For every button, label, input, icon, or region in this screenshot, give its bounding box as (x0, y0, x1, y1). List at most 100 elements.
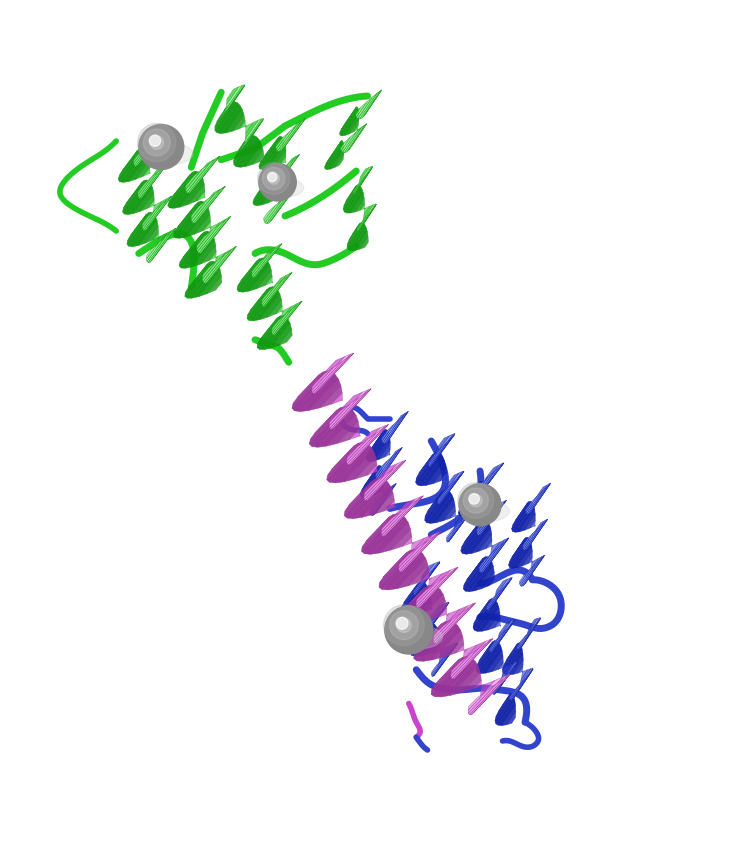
Polygon shape (388, 496, 423, 533)
Polygon shape (527, 556, 544, 580)
Polygon shape (513, 502, 529, 525)
Polygon shape (424, 490, 450, 522)
Polygon shape (376, 484, 396, 513)
Polygon shape (260, 136, 279, 163)
Polygon shape (435, 659, 459, 685)
Polygon shape (522, 551, 532, 566)
Polygon shape (416, 561, 440, 595)
Polygon shape (320, 385, 342, 408)
Circle shape (397, 618, 411, 632)
Polygon shape (254, 173, 274, 199)
Polygon shape (424, 567, 456, 601)
Polygon shape (397, 585, 433, 623)
Polygon shape (415, 563, 440, 596)
Polygon shape (275, 138, 282, 147)
Polygon shape (312, 407, 352, 447)
Polygon shape (286, 118, 304, 144)
Polygon shape (374, 484, 396, 515)
Polygon shape (452, 640, 491, 679)
Polygon shape (437, 480, 456, 504)
Polygon shape (206, 246, 237, 283)
Ellipse shape (143, 142, 193, 165)
Polygon shape (435, 604, 474, 643)
Polygon shape (271, 320, 278, 328)
Polygon shape (478, 676, 503, 703)
Polygon shape (194, 215, 211, 234)
Polygon shape (148, 196, 172, 228)
Polygon shape (243, 118, 263, 150)
Polygon shape (382, 519, 392, 529)
Polygon shape (414, 621, 450, 659)
Polygon shape (524, 556, 544, 585)
Polygon shape (404, 584, 418, 602)
Polygon shape (191, 193, 214, 222)
Polygon shape (421, 563, 435, 582)
Polygon shape (252, 246, 278, 278)
Polygon shape (356, 166, 373, 193)
Polygon shape (423, 607, 445, 636)
Polygon shape (509, 680, 524, 700)
Polygon shape (254, 291, 280, 321)
Polygon shape (356, 223, 361, 229)
Polygon shape (268, 175, 275, 182)
Polygon shape (399, 536, 435, 573)
Polygon shape (402, 537, 414, 546)
Polygon shape (214, 252, 226, 266)
Polygon shape (360, 237, 368, 249)
Polygon shape (318, 411, 356, 447)
Polygon shape (193, 239, 216, 267)
Polygon shape (429, 438, 451, 467)
Polygon shape (450, 662, 460, 671)
Polygon shape (350, 193, 364, 213)
Polygon shape (200, 245, 216, 264)
Polygon shape (366, 461, 405, 501)
Polygon shape (349, 223, 360, 239)
Polygon shape (498, 620, 512, 639)
Polygon shape (265, 320, 275, 334)
Polygon shape (269, 169, 283, 185)
Polygon shape (213, 249, 232, 273)
Polygon shape (496, 619, 514, 645)
Polygon shape (325, 142, 344, 170)
Polygon shape (417, 454, 442, 486)
Circle shape (259, 164, 296, 201)
Polygon shape (355, 107, 361, 115)
Polygon shape (440, 646, 448, 658)
Polygon shape (344, 185, 359, 210)
Polygon shape (238, 259, 260, 286)
Polygon shape (525, 521, 547, 550)
Polygon shape (400, 582, 423, 612)
Polygon shape (422, 617, 435, 634)
Polygon shape (415, 595, 446, 625)
Polygon shape (510, 675, 529, 700)
Polygon shape (147, 233, 171, 262)
Polygon shape (127, 212, 154, 246)
Polygon shape (205, 247, 235, 283)
Circle shape (459, 484, 501, 526)
Polygon shape (502, 705, 516, 726)
Polygon shape (187, 159, 215, 193)
Circle shape (268, 172, 277, 181)
Polygon shape (529, 520, 548, 547)
Polygon shape (346, 124, 367, 152)
Polygon shape (524, 523, 544, 550)
Polygon shape (444, 636, 464, 657)
Polygon shape (173, 201, 201, 236)
Polygon shape (509, 538, 528, 566)
Polygon shape (169, 172, 193, 202)
Polygon shape (354, 170, 370, 194)
Polygon shape (368, 469, 376, 481)
Polygon shape (198, 186, 226, 221)
Polygon shape (368, 460, 406, 500)
Polygon shape (234, 135, 256, 167)
Polygon shape (347, 222, 363, 248)
Polygon shape (406, 591, 421, 606)
Polygon shape (419, 562, 438, 587)
Polygon shape (441, 661, 479, 697)
Polygon shape (203, 250, 231, 283)
Polygon shape (403, 532, 441, 572)
Polygon shape (517, 634, 527, 649)
Polygon shape (526, 496, 537, 513)
Polygon shape (460, 483, 487, 516)
Polygon shape (526, 618, 540, 640)
